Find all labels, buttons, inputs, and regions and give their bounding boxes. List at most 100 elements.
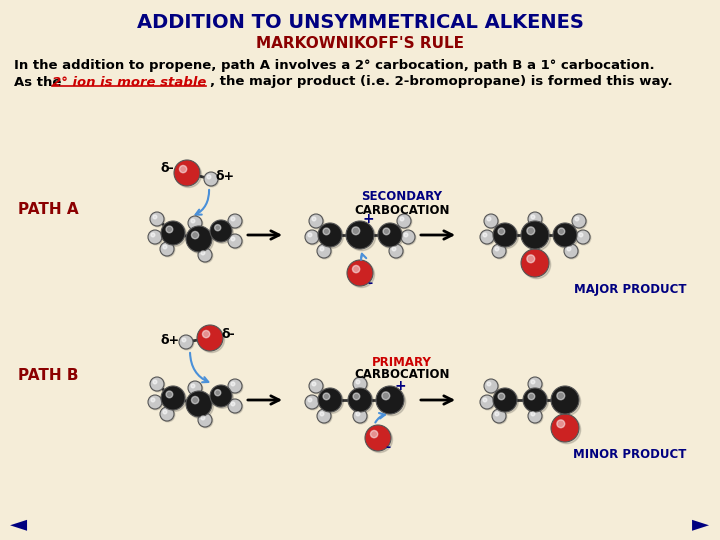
Circle shape — [161, 408, 175, 422]
Circle shape — [481, 396, 495, 410]
Circle shape — [320, 225, 343, 248]
Text: As the: As the — [14, 76, 66, 89]
Circle shape — [376, 386, 404, 414]
Circle shape — [557, 392, 564, 400]
Circle shape — [366, 427, 392, 453]
Text: -: - — [385, 442, 390, 455]
Circle shape — [163, 245, 167, 249]
Text: In the addition to propene, path A involves a 2° carbocation, path B a 1° carboc: In the addition to propene, path A invol… — [14, 58, 654, 71]
Text: 2° ion is more stable: 2° ion is more stable — [52, 76, 207, 89]
Circle shape — [201, 416, 205, 420]
Circle shape — [353, 266, 360, 273]
Circle shape — [198, 413, 212, 427]
Circle shape — [188, 216, 202, 230]
Circle shape — [309, 379, 323, 393]
Circle shape — [389, 244, 403, 258]
Circle shape — [531, 412, 535, 416]
Text: ◄: ◄ — [9, 514, 27, 534]
Circle shape — [192, 396, 199, 404]
Text: MAJOR PRODUCT: MAJOR PRODUCT — [574, 284, 686, 296]
Circle shape — [398, 215, 412, 229]
Circle shape — [484, 214, 498, 228]
Circle shape — [149, 231, 163, 245]
Circle shape — [176, 161, 202, 187]
Circle shape — [356, 380, 360, 384]
Circle shape — [492, 409, 506, 423]
Circle shape — [189, 217, 203, 231]
Text: PATH A: PATH A — [18, 202, 78, 218]
Circle shape — [229, 400, 243, 414]
Circle shape — [554, 225, 578, 248]
Circle shape — [353, 409, 367, 423]
Circle shape — [353, 377, 367, 391]
Circle shape — [199, 327, 225, 353]
Text: CARBOCATION: CARBOCATION — [354, 204, 450, 217]
Circle shape — [528, 409, 542, 423]
Circle shape — [320, 412, 324, 416]
Circle shape — [215, 225, 221, 231]
Circle shape — [163, 222, 186, 246]
Circle shape — [551, 414, 579, 442]
Circle shape — [483, 398, 487, 402]
Circle shape — [348, 261, 374, 288]
Circle shape — [348, 222, 376, 251]
Circle shape — [204, 172, 218, 186]
Circle shape — [528, 377, 542, 391]
Circle shape — [498, 228, 505, 235]
Circle shape — [151, 213, 165, 227]
Circle shape — [495, 412, 499, 416]
Circle shape — [492, 410, 507, 424]
Circle shape — [309, 214, 323, 228]
Circle shape — [347, 260, 373, 286]
Circle shape — [481, 231, 495, 245]
Circle shape — [480, 395, 494, 409]
Circle shape — [492, 244, 506, 258]
Circle shape — [495, 247, 499, 251]
Circle shape — [212, 221, 233, 244]
Circle shape — [207, 175, 211, 179]
Circle shape — [308, 233, 312, 237]
Text: δ-: δ- — [160, 163, 174, 176]
Circle shape — [323, 393, 330, 400]
Circle shape — [180, 336, 194, 350]
Circle shape — [318, 245, 332, 259]
Circle shape — [318, 388, 342, 412]
Circle shape — [320, 389, 343, 414]
Circle shape — [378, 388, 405, 416]
Text: ADDITION TO UNSYMMETRICAL ALKENES: ADDITION TO UNSYMMETRICAL ALKENES — [137, 12, 583, 31]
Circle shape — [189, 382, 203, 396]
Circle shape — [483, 233, 487, 237]
Circle shape — [573, 215, 587, 229]
Text: ►: ► — [691, 514, 708, 534]
Circle shape — [528, 393, 535, 400]
Circle shape — [349, 389, 374, 414]
Circle shape — [305, 230, 319, 244]
Circle shape — [572, 214, 586, 228]
Circle shape — [179, 165, 186, 173]
Circle shape — [492, 245, 507, 259]
Circle shape — [231, 402, 235, 406]
Circle shape — [148, 395, 162, 409]
Circle shape — [199, 414, 213, 428]
Circle shape — [312, 382, 316, 386]
Circle shape — [354, 410, 368, 424]
Circle shape — [495, 225, 518, 248]
Circle shape — [151, 398, 155, 402]
Circle shape — [485, 380, 499, 394]
Circle shape — [565, 245, 579, 259]
Text: PRIMARY: PRIMARY — [372, 355, 432, 368]
Circle shape — [352, 227, 360, 235]
Circle shape — [400, 217, 404, 221]
Circle shape — [231, 382, 235, 386]
Circle shape — [553, 223, 577, 247]
Circle shape — [575, 217, 579, 221]
Circle shape — [166, 226, 173, 233]
Circle shape — [308, 398, 312, 402]
Circle shape — [310, 380, 324, 394]
Circle shape — [487, 217, 491, 221]
Circle shape — [199, 249, 213, 263]
Circle shape — [498, 393, 505, 400]
Circle shape — [553, 416, 580, 444]
Circle shape — [153, 380, 157, 384]
Circle shape — [487, 382, 491, 386]
